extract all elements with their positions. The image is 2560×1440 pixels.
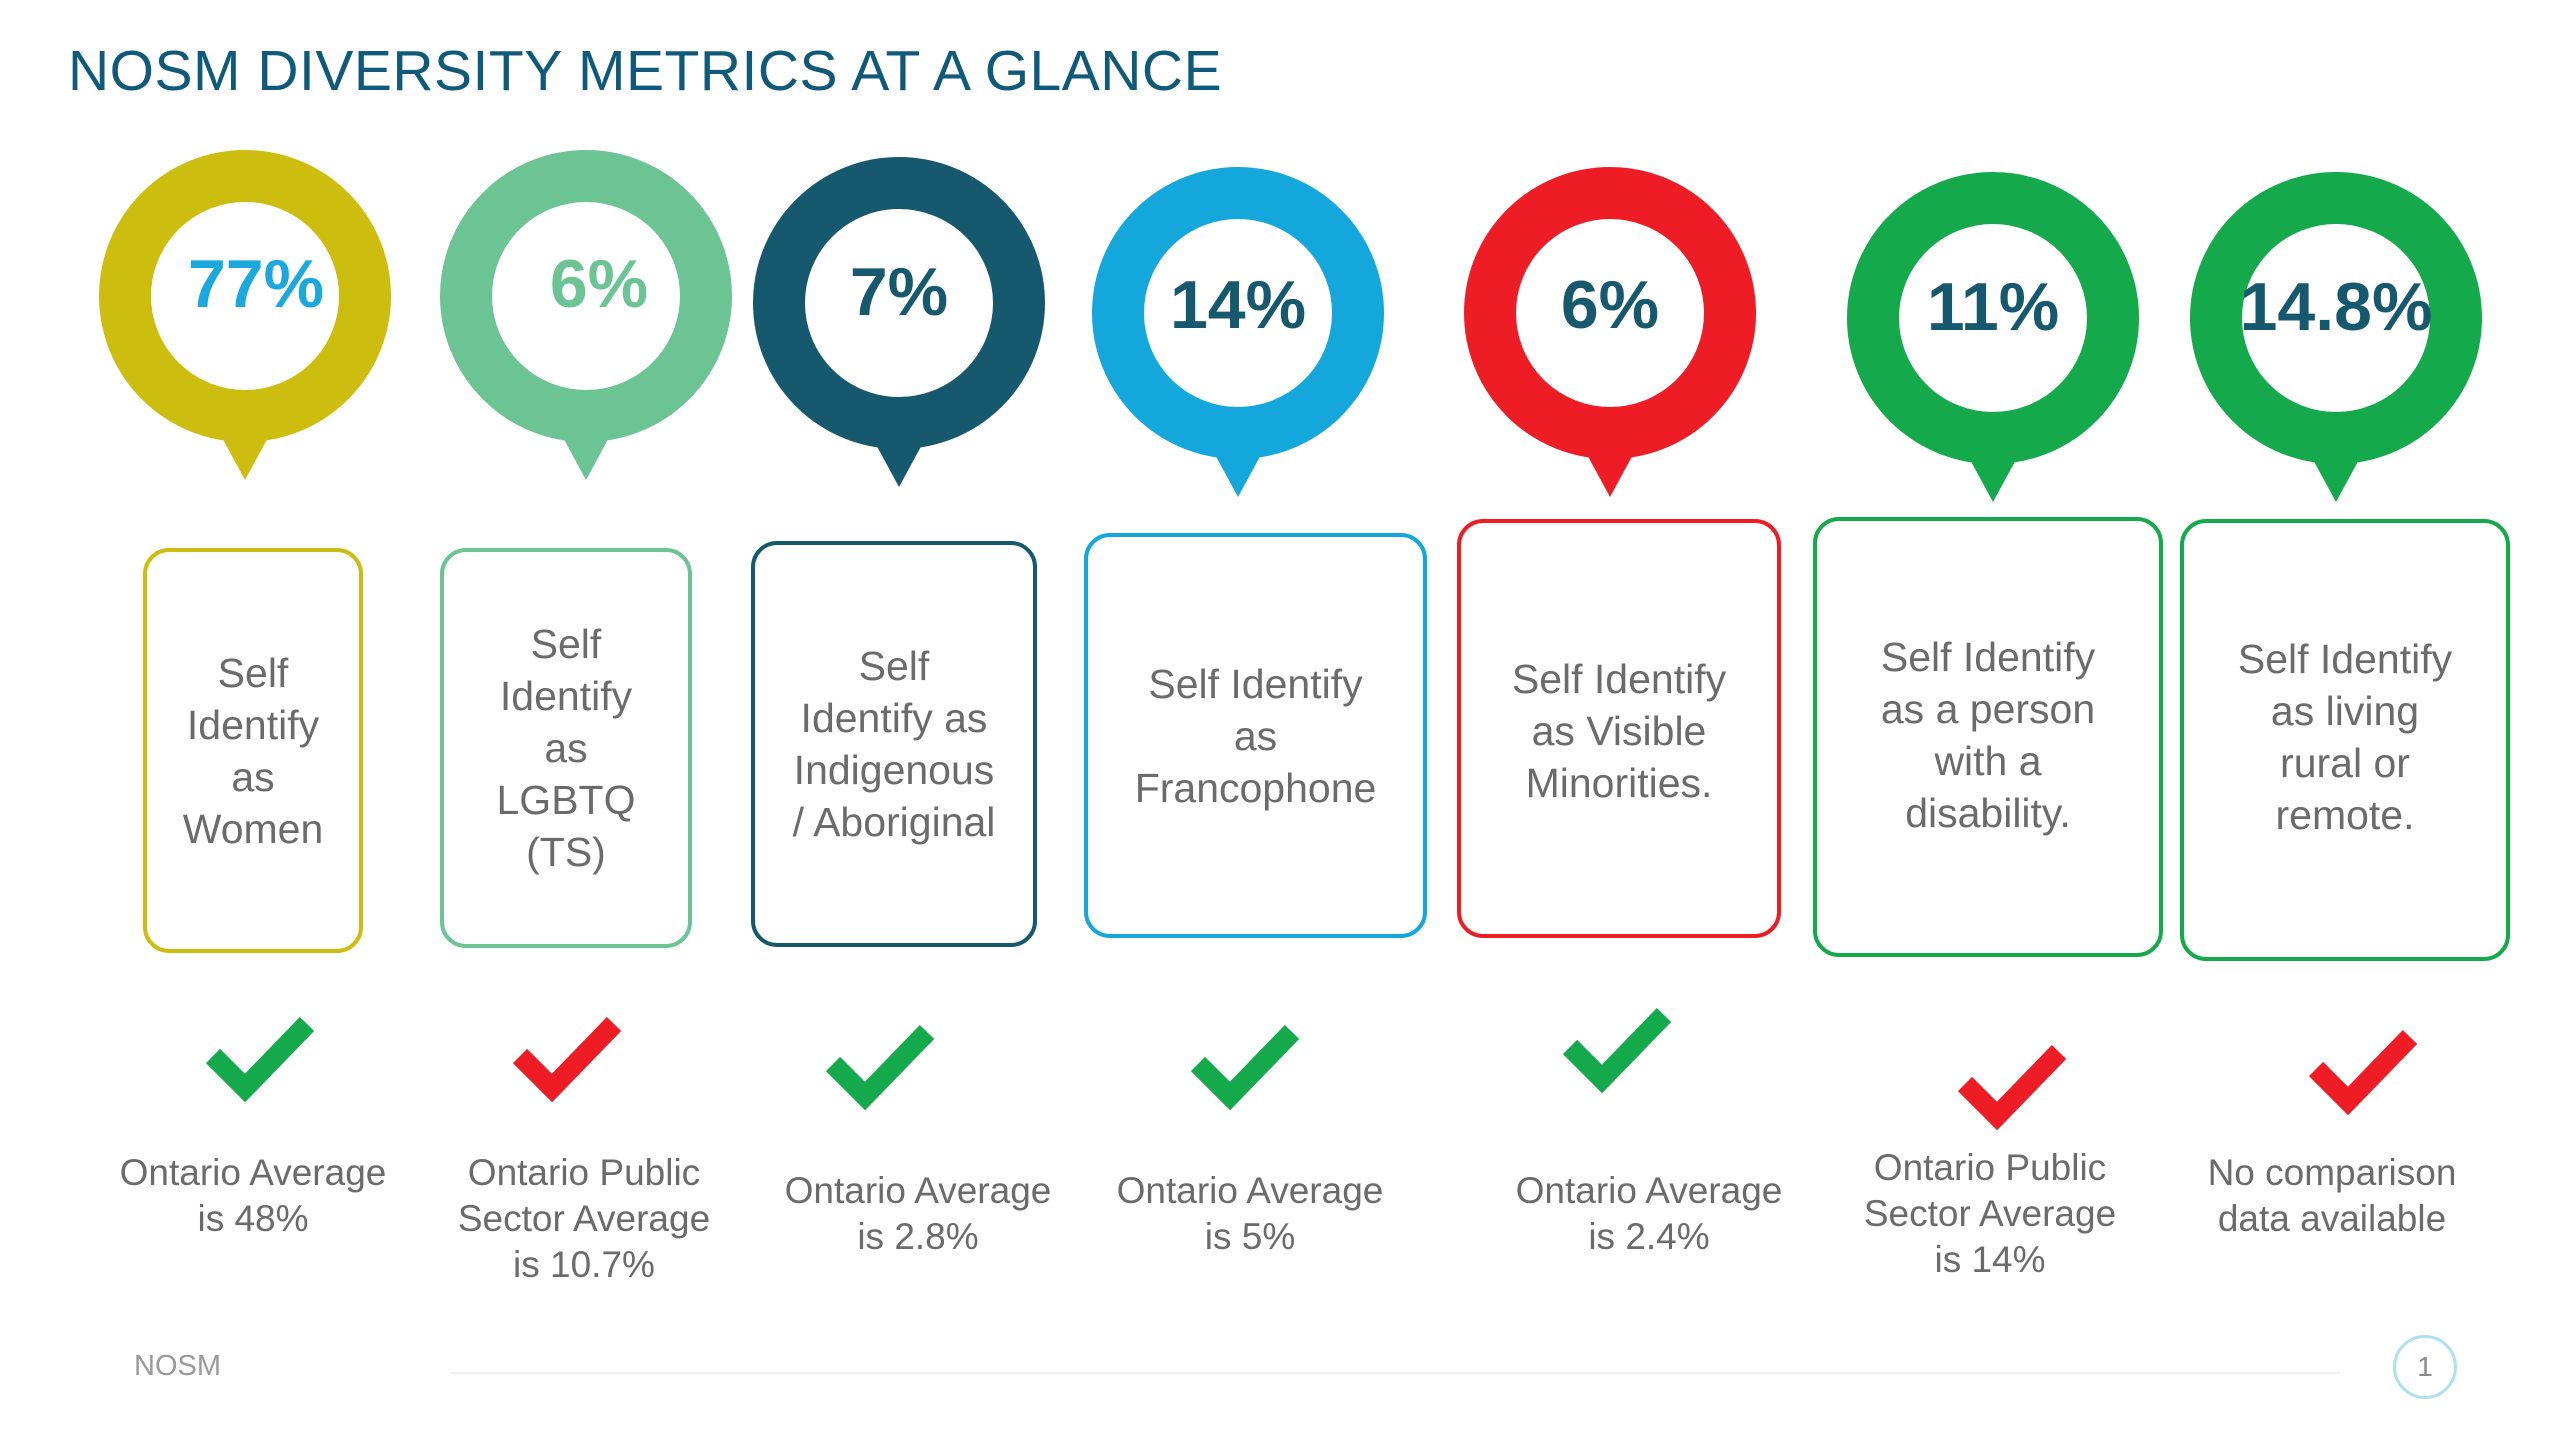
metric-label-visible-minorities: Self Identify as Visible Minorities. — [1511, 656, 1727, 806]
metric-value-women: 77% — [187, 246, 325, 322]
metric-value-rural-remote: 14.8% — [2239, 269, 2433, 345]
pin-ring — [99, 150, 391, 442]
metric-pin-indigenous — [753, 157, 1045, 487]
comparison-women: Ontario Average is 48% — [119, 1152, 387, 1239]
page-number: 1 — [2393, 1335, 2457, 1399]
check-icon-favorable-women — [205, 1017, 315, 1103]
metric-label-disability: Self Identify as a person with a disabil… — [1880, 634, 2096, 836]
metric-label-box-rural-remote: Self Identify as living rural or remote. — [2180, 519, 2510, 961]
metric-pin-women — [99, 150, 391, 480]
metric-label-box-lgbtq: Self Identify as LGBTQ (TS) — [440, 548, 692, 948]
metric-value-visible-minorities: 6% — [1560, 267, 1660, 343]
metric-pin-lgbtq — [440, 150, 732, 480]
metric-pin-rural-remote — [2190, 172, 2482, 502]
metric-label-lgbtq: Self Identify as LGBTQ (TS) — [496, 621, 636, 875]
metric-label-box-women: Self Identify as Women — [143, 548, 363, 953]
pin-ring — [440, 150, 732, 442]
metric-pin-disability — [1847, 172, 2139, 502]
metric-value-francophone: 14% — [1169, 267, 1307, 343]
metric-label-box-indigenous: Self Identify as Indigenous / Aboriginal — [751, 541, 1037, 947]
check-icon-unfavorable-rural-remote — [2308, 1030, 2418, 1116]
metric-label-women: Self Identify as Women — [182, 649, 324, 852]
pin-ring — [753, 157, 1045, 449]
metric-label-francophone: Self Identify as Francophone — [1134, 660, 1377, 811]
pin-ring — [1847, 172, 2139, 464]
comparison-disability: Ontario Public Sector Average is 14% — [1863, 1147, 2117, 1280]
metric-label-indigenous: Self Identify as Indigenous / Aboriginal — [792, 643, 996, 845]
metric-value-lgbtq: 6% — [549, 246, 649, 322]
footer-divider — [450, 1372, 2340, 1374]
check-icon-favorable-indigenous — [825, 1025, 935, 1111]
comparison-rural-remote: No comparison data available — [2207, 1152, 2457, 1239]
metric-value-indigenous: 7% — [849, 254, 949, 330]
metric-label-rural-remote: Self Identify as living rural or remote. — [2237, 636, 2453, 838]
pin-ring — [1092, 167, 1384, 459]
metric-pin-visible-minorities — [1464, 167, 1756, 497]
comparison-indigenous: Ontario Average is 2.8% — [784, 1170, 1052, 1257]
check-icon-favorable-francophone — [1190, 1025, 1300, 1111]
metric-label-box-visible-minorities: Self Identify as Visible Minorities. — [1457, 519, 1781, 938]
comparison-lgbtq: Ontario Public Sector Average is 10.7% — [457, 1152, 711, 1285]
slide-title: NOSM DIVERSITY METRICS AT A GLANCE — [68, 39, 1223, 103]
check-icon-unfavorable-disability — [1957, 1045, 2067, 1131]
metric-pin-francophone — [1092, 167, 1384, 497]
check-icon-favorable-visible-minorities — [1562, 1008, 1672, 1094]
metric-label-box-francophone: Self Identify as Francophone — [1084, 533, 1427, 938]
footer-brand: NOSM — [134, 1350, 221, 1382]
comparison-visible-minorities: Ontario Average is 2.4% — [1515, 1170, 1783, 1257]
pin-ring — [1464, 167, 1756, 459]
metric-value-disability: 11% — [1926, 269, 2060, 345]
pin-ring — [2190, 172, 2482, 464]
comparison-francophone: Ontario Average is 5% — [1116, 1170, 1384, 1257]
check-icon-unfavorable-lgbtq — [512, 1017, 622, 1103]
metric-label-box-disability: Self Identify as a person with a disabil… — [1813, 517, 2163, 957]
